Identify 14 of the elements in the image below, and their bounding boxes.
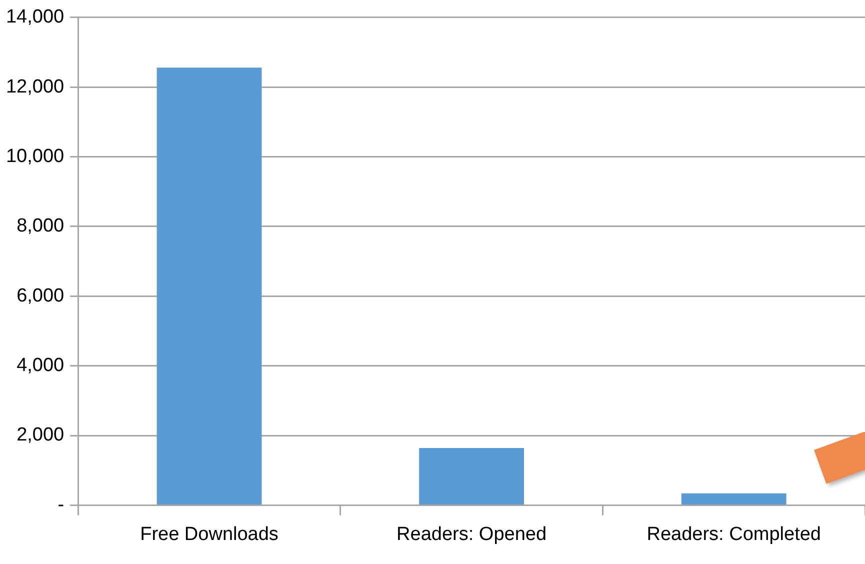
y-tick-label: 8,000	[16, 216, 64, 237]
y-tick-label: 6,000	[16, 285, 64, 306]
x-tick-label: Readers: Opened	[396, 524, 547, 545]
x-tick-label: Free Downloads	[140, 524, 278, 545]
bar	[419, 448, 524, 504]
y-tick-label: -	[58, 494, 64, 516]
y-tick-label: 4,000	[16, 355, 64, 376]
y-tick-label: 14,000	[6, 6, 64, 28]
bar	[156, 68, 262, 504]
bar	[681, 493, 786, 504]
y-tick-label: 10,000	[6, 146, 64, 168]
x-tick-label: Readers: Completed	[646, 524, 821, 545]
y-tick-label: 2,000	[16, 424, 64, 446]
y-tick-label: 12,000	[6, 76, 64, 98]
